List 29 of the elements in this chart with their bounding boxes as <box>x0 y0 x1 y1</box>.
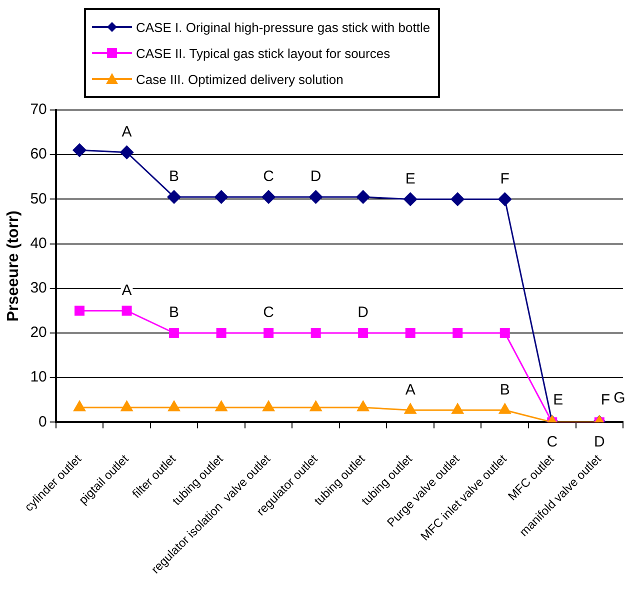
y-axis-title: Prseeure (torr) <box>5 210 22 322</box>
y-tick-label: 10 <box>30 368 47 386</box>
data-label: B <box>169 168 180 186</box>
y-tick-label: 30 <box>30 280 47 297</box>
data-label: A <box>405 381 416 398</box>
y-tick-label: 70 <box>30 101 47 118</box>
y-tick-label: 0 <box>38 413 47 430</box>
data-label: E <box>405 170 416 188</box>
y-tick-label: 50 <box>30 190 47 208</box>
data-label: B <box>169 304 180 322</box>
data-label: F <box>600 391 610 408</box>
data-label: C <box>546 433 558 450</box>
data-label: G <box>614 389 626 406</box>
legend-label: CASE II. Typical gas stick layout for sources <box>136 46 390 60</box>
data-label: D <box>310 168 322 186</box>
data-label: A <box>122 124 132 141</box>
data-label: D <box>358 304 369 322</box>
data-label: C <box>263 168 274 186</box>
data-label: F <box>500 170 510 188</box>
legend-label: Case III. Optimized delivery solution <box>136 72 344 86</box>
data-label: E <box>553 391 564 408</box>
y-tick-label: 20 <box>30 324 47 342</box>
data-label: C <box>263 304 274 322</box>
data-label: B <box>500 381 510 398</box>
data-label: A <box>122 282 132 299</box>
legend-label: CASE I. Original high-pressure gas stick with bottle <box>136 20 430 34</box>
y-tick-label: 40 <box>30 234 47 252</box>
y-tick-label: 60 <box>30 146 47 163</box>
data-label: D <box>594 433 605 450</box>
